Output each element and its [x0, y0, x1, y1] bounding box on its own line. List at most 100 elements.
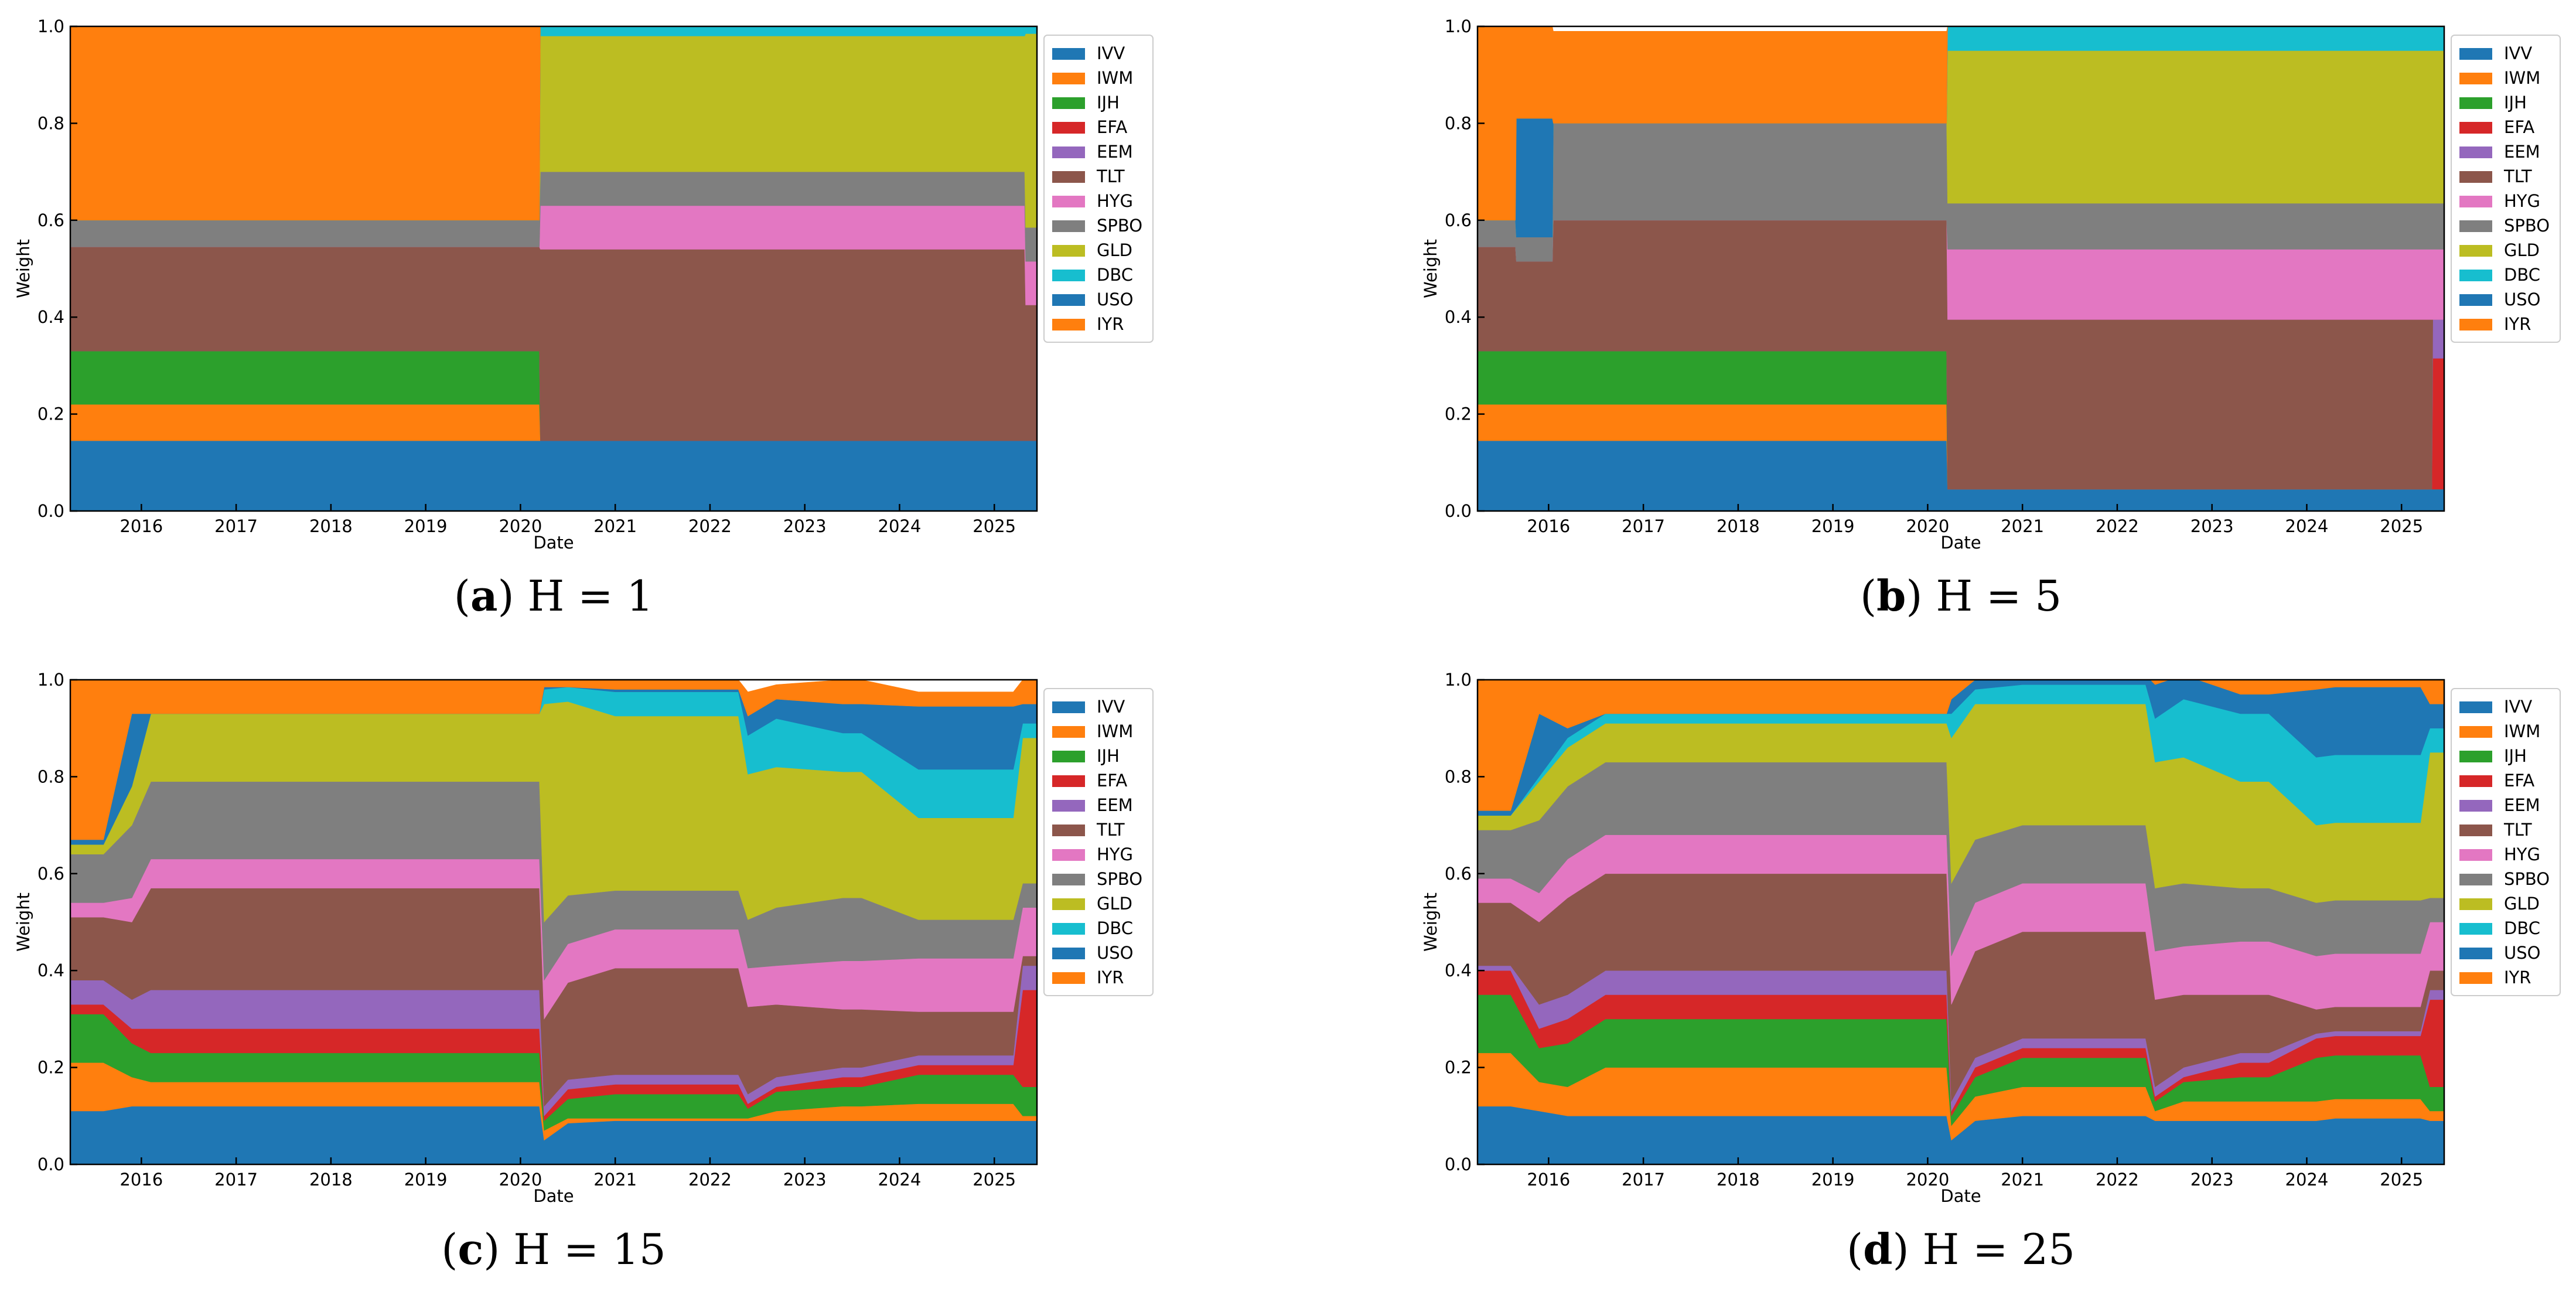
y-tick-label: 0.2: [37, 404, 64, 424]
legend-swatch-hyg: [1052, 849, 1085, 861]
legend-swatch-ijh: [2459, 97, 2492, 109]
legend-label-spbo: SPBO: [2504, 216, 2550, 236]
legend-label-uso: USO: [1097, 943, 1133, 963]
x-tick-label: 2025: [973, 1170, 1016, 1190]
legend-label-ijh: IJH: [1097, 746, 1120, 766]
legend-label-iyr: IYR: [2504, 314, 2531, 334]
legend-swatch-eem: [1052, 800, 1085, 812]
legend-swatch-dbc: [1052, 270, 1085, 281]
legend-label-dbc: DBC: [1097, 265, 1133, 285]
legend-swatch-ivv: [2459, 48, 2492, 60]
x-tick-label: 2020: [499, 516, 542, 536]
x-tick-label: 2016: [1527, 1170, 1570, 1190]
legend-swatch-dbc: [1052, 923, 1085, 935]
x-axis-label: Date: [1940, 1186, 1981, 1206]
legend-swatch-tlt: [2459, 825, 2492, 836]
legend-swatch-dbc: [2459, 270, 2492, 281]
x-tick-label: 2022: [688, 1170, 732, 1190]
legend-label-eem: EEM: [1097, 795, 1133, 815]
legend-swatch-ivv: [1052, 701, 1085, 713]
legend-label-eem: EEM: [1097, 142, 1133, 162]
legend-label-gld: GLD: [2504, 894, 2540, 914]
legend-swatch-gld: [1052, 898, 1085, 910]
stack-areas: [1478, 680, 2444, 1164]
legend-swatch-spbo: [1052, 220, 1085, 232]
legend: IVV IWM IJH EFA EEM TLT HYG SPBO GLD DBC USO IYR: [2451, 35, 2561, 343]
legend-box: [2451, 35, 2561, 343]
legend-label-iyr: IYR: [1097, 967, 1124, 987]
plot-frame: [69, 679, 1038, 1166]
y-tick-label: 0.2: [1445, 404, 1472, 424]
area-iyr: [1478, 26, 2444, 221]
y-tick-label: 0.8: [37, 766, 64, 786]
legend-label-uso: USO: [2504, 943, 2540, 963]
x-tick-label: 2021: [593, 516, 637, 536]
legend-label-dbc: DBC: [2504, 918, 2540, 938]
x-tick-label: 2017: [1622, 1170, 1665, 1190]
y-tick-label: 1.0: [37, 670, 64, 690]
x-tick-label: 2025: [973, 516, 1016, 536]
legend-swatch-efa: [2459, 775, 2492, 787]
legend-label-tlt: TLT: [2503, 166, 2532, 186]
y-tick-label: 0.6: [37, 210, 64, 230]
legend-label-iwm: IWM: [1097, 721, 1133, 741]
y-tick-label: 0.6: [1445, 210, 1472, 230]
legend-swatch-efa: [2459, 122, 2492, 134]
legend: IVV IWM IJH EFA EEM TLT HYG SPBO GLD DBC USO IYR: [2451, 688, 2561, 996]
area-ivv: [70, 440, 1037, 511]
x-tick-label: 2023: [783, 516, 827, 536]
legend-swatch-iyr: [1052, 972, 1085, 984]
y-tick-label: 0.0: [1445, 1154, 1472, 1174]
legend-label-tlt: TLT: [1096, 166, 1125, 186]
legend-label-spbo: SPBO: [2504, 869, 2550, 889]
legend-swatch-hyg: [2459, 849, 2492, 861]
x-tick-label: 2021: [593, 1170, 637, 1190]
y-tick-label: 0.0: [1445, 501, 1472, 521]
legend-label-uso: USO: [2504, 289, 2540, 309]
x-tick-label: 2025: [2380, 516, 2423, 536]
panel-caption: (a) H = 1: [454, 571, 653, 621]
legend-label-efa: EFA: [1097, 771, 1127, 791]
legend-label-iyr: IYR: [1097, 314, 1124, 334]
panel-caption: (b) H = 5: [1860, 571, 2062, 621]
x-tick-label: 2023: [783, 1170, 827, 1190]
legend-label-tlt: TLT: [2503, 820, 2532, 840]
legend-label-efa: EFA: [1097, 117, 1127, 137]
legend-swatch-eem: [1052, 147, 1085, 158]
legend-swatch-iyr: [1052, 319, 1085, 331]
area-iyr: [70, 680, 1037, 840]
panel-caption: (d) H = 25: [1847, 1224, 2075, 1274]
stack-areas: [70, 680, 1037, 1164]
x-tick-label: 2020: [1906, 516, 1949, 536]
legend-label-dbc: DBC: [2504, 265, 2540, 285]
legend-box: [2451, 688, 2561, 996]
y-tick-label: 0.4: [37, 307, 64, 327]
x-tick-label: 2016: [1527, 516, 1570, 536]
legend-swatch-spbo: [2459, 220, 2492, 232]
chart-panel-d: 2016 2017 2018 2019 2020 2021 2022 2023 2024 2025…: [1421, 670, 2561, 1274]
legend-swatch-efa: [1052, 122, 1085, 134]
x-tick-label: 2024: [2285, 516, 2329, 536]
legend-label-ivv: IVV: [2504, 697, 2532, 717]
legend-swatch-iwm: [1052, 726, 1085, 738]
y-tick-label: 0.6: [37, 864, 64, 884]
x-tick-label: 2025: [2380, 1170, 2423, 1190]
legend: IVV IWM IJH EFA EEM TLT HYG SPBO GLD DBC USO IYR: [1043, 688, 1154, 996]
plot-frame: [69, 25, 1038, 512]
y-tick-label: 0.4: [1445, 960, 1472, 980]
legend-label-iwm: IWM: [1097, 68, 1133, 88]
chart-panel-c: 2016 2017 2018 2019 2020 2021 2022 2023 2024 2025…: [13, 670, 1154, 1274]
x-axis-label: Date: [1940, 533, 1981, 553]
legend-label-ijh: IJH: [1097, 93, 1120, 113]
legend-label-ijh: IJH: [2504, 93, 2527, 113]
y-tick-label: 0.4: [1445, 307, 1472, 327]
y-tick-label: 0.4: [37, 960, 64, 980]
stack-areas: [1478, 26, 2444, 511]
x-tick-label: 2018: [1717, 1170, 1760, 1190]
legend-swatch-iwm: [1052, 73, 1085, 84]
legend-label-efa: EFA: [2504, 771, 2534, 791]
x-tick-label: 2017: [1622, 516, 1665, 536]
legend-swatch-hyg: [2459, 196, 2492, 207]
legend-swatch-hyg: [1052, 196, 1085, 207]
